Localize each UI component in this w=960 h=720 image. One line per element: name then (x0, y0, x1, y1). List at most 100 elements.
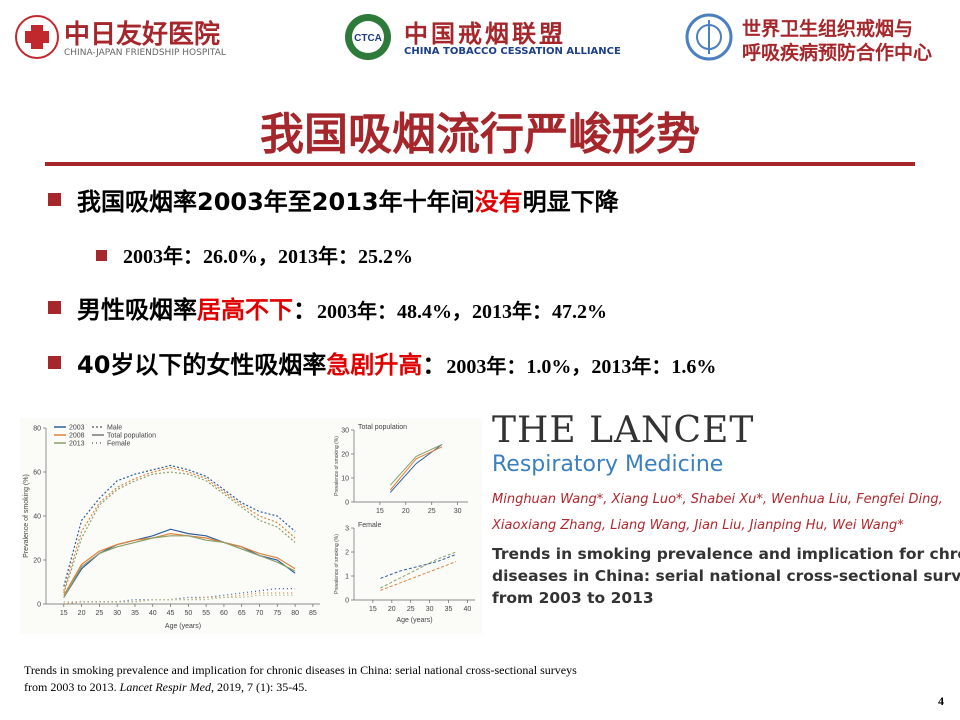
bullet-text: ： (422, 351, 447, 379)
alliance-english: CHINA TOBACCO CESSATION ALLIANCE (404, 46, 621, 57)
citation-text: from 2003 to 2013. (24, 680, 120, 694)
x-axis-label: Age (years) (396, 617, 432, 624)
bullet-text: 急剧升高 (326, 351, 423, 379)
who-logo (685, 13, 733, 61)
x-tick-label: 35 (131, 610, 139, 617)
y-tick-label: 0 (345, 598, 349, 605)
authors: Minghuan Wang*, Xiang Luo*, Shabei Xu*, … (492, 487, 943, 539)
x-tick-label: 50 (184, 610, 192, 617)
legend-label: 2003 (69, 425, 85, 432)
journal: THE LANCET (492, 410, 755, 451)
figure-bg (20, 418, 482, 634)
bullet-marker (48, 356, 61, 369)
x-tick-label: 15 (376, 508, 384, 515)
x-tick-label: 45 (167, 610, 175, 617)
bullet-text: 我国吸烟率2003年至2013年十年间 (77, 188, 475, 216)
who-line2: 呼吸疾病预防合作中心 (742, 42, 933, 64)
bullet: 男性吸烟率居高不下：2003年：48.4%，2013年：47.2% (48, 290, 607, 325)
x-tick-label: 30 (454, 508, 462, 515)
hospital-name: 中日友好医院 (64, 20, 221, 50)
x-tick-label: 80 (291, 610, 299, 617)
panel-title: Total population (358, 424, 407, 431)
x-tick-label: 35 (445, 606, 453, 613)
legend-label: Female (107, 441, 130, 448)
data-line (380, 551, 457, 589)
article-title: Trends in smoking prevalence and implica… (492, 543, 960, 609)
data-line (63, 464, 296, 587)
x-tick-label: 40 (464, 606, 472, 613)
x-tick-label: 60 (220, 610, 228, 617)
y-axis-label: Prevalence of smoking (%) (334, 534, 340, 594)
hospital-english: CHINA-JAPAN FRIENDSHIP HOSPITAL (64, 48, 226, 58)
x-tick-label: 15 (369, 606, 377, 613)
who-line1: 世界卫生组织戒烟与 (742, 18, 914, 40)
page-number: 4 (938, 694, 944, 708)
panel-title: Female (358, 522, 381, 529)
x-tick-label: 25 (407, 606, 415, 613)
bullet-text: ： (293, 296, 317, 324)
data-line (63, 471, 296, 594)
citation: Trends in smoking prevalence and implica… (24, 662, 577, 696)
x-tick-label: 25 (95, 610, 103, 617)
y-tick-label: 10 (341, 476, 349, 483)
y-tick-label: 20 (33, 558, 41, 565)
x-tick-label: 30 (426, 606, 434, 613)
citation-journal: Lancet Respir Med (119, 680, 211, 694)
y-tick-label: 30 (341, 428, 349, 435)
legend-label: 2008 (69, 433, 85, 440)
x-tick-label: 40 (149, 610, 157, 617)
bullet-marker (48, 193, 61, 206)
data-line (63, 466, 296, 591)
citation-line: from 2003 to 2013. Lancet Respir Med, 20… (24, 679, 577, 696)
bullet-text: 明显下降 (522, 188, 619, 216)
y-tick-label: 40 (33, 514, 41, 521)
alliance-name: 中国戒烟联盟 (404, 20, 566, 48)
article-title-line: diseases in China: serial national cross… (492, 567, 960, 585)
x-tick-label: 20 (78, 610, 86, 617)
bullet-detail: 2003年：1.0%，2013年：1.6% (446, 356, 717, 378)
data-line (389, 443, 443, 486)
y-tick-label: 60 (33, 470, 41, 477)
article-title-line: Trends in smoking prevalence and implica… (492, 545, 960, 563)
legend-label: Male (107, 425, 122, 432)
x-tick-label: 70 (256, 610, 264, 617)
article-title-line: from 2003 to 2013 (492, 589, 654, 607)
y-axis-label: Prevalence of smoking (%) (334, 436, 340, 496)
author-line: Xiaoxiang Zhang, Liang Wang, Jian Liu, J… (492, 518, 904, 533)
x-tick-label: 20 (388, 606, 396, 613)
bullet-marker (48, 301, 61, 314)
sub-bullet: 2003年：26.0%，2013年：25.2% (96, 240, 413, 269)
x-tick-label: 55 (202, 610, 210, 617)
bullet-marker (96, 250, 107, 261)
y-tick-label: 0 (37, 602, 41, 609)
bullet-detail: 2003年：48.4%，2013年：47.2% (317, 301, 607, 323)
y-tick-label: 80 (33, 426, 41, 433)
x-tick-label: 85 (309, 610, 317, 617)
x-tick-label: 15 (60, 610, 68, 617)
data-line (63, 535, 296, 598)
legend-label: Total population (107, 433, 156, 440)
data-line (380, 553, 457, 579)
citation-text: , 2019, 7 (1): 35-45. (210, 680, 308, 694)
title-rule (45, 162, 915, 166)
x-tick-label: 25 (428, 508, 436, 515)
alliance-logo: CTCA (345, 14, 391, 60)
bullet-text: 居高不下 (197, 296, 293, 324)
bullet-text: 男性吸烟率 (77, 296, 197, 324)
author-line: Minghuan Wang*, Xiang Luo*, Shabei Xu*, … (492, 492, 943, 507)
alliance-badge: CTCA (354, 33, 382, 44)
bullet-text: 没有 (474, 188, 523, 216)
x-tick-label: 20 (402, 508, 410, 515)
y-tick-label: 2 (345, 550, 349, 557)
y-tick-label: 20 (341, 452, 349, 459)
y-tick-label: 1 (345, 574, 349, 581)
x-tick-label: 75 (273, 610, 281, 617)
slide-title: 我国吸烟流行严峻形势 (260, 109, 700, 160)
y-tick-label: 3 (345, 526, 349, 533)
citation-line: Trends in smoking prevalence and implica… (24, 663, 577, 677)
x-axis-label: Age (years) (165, 623, 201, 630)
sub-bullet-text: 2003年：26.0%，2013年：25.2% (123, 246, 413, 268)
hospital-logo (15, 15, 59, 59)
bullet-text: 40岁以下的女性吸烟率 (77, 351, 327, 379)
